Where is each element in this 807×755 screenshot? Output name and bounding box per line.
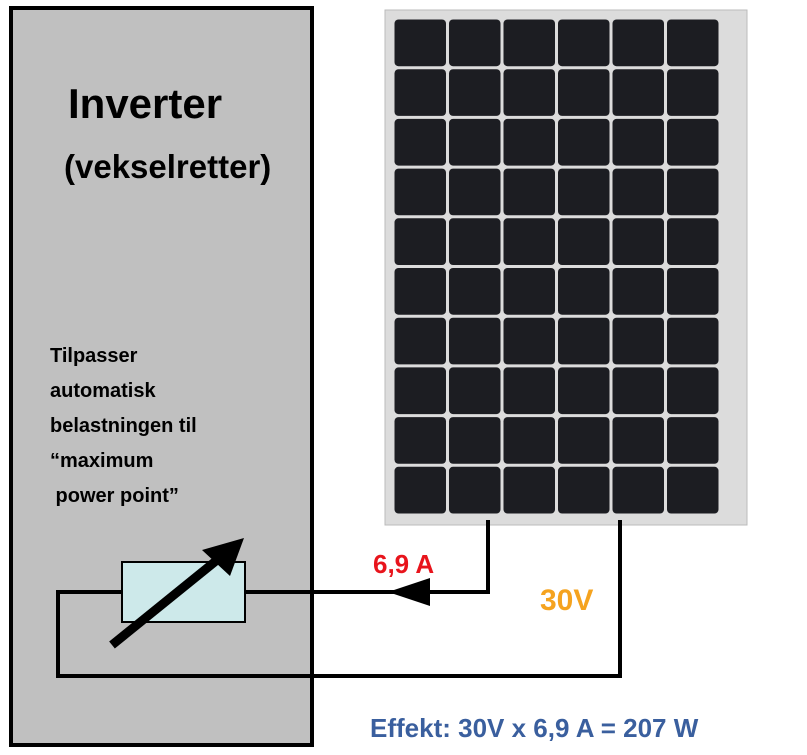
cell (558, 317, 610, 365)
description-line: belastningen til (50, 415, 197, 437)
cell (612, 168, 664, 216)
description-line: “maximum (50, 450, 153, 472)
cell (503, 118, 555, 166)
cell (558, 367, 610, 415)
cell (612, 118, 664, 166)
voltage-label: 30V (540, 584, 593, 617)
cell (558, 268, 610, 315)
wire-return (56, 520, 622, 678)
cell (503, 317, 555, 365)
resistor-arrow-shaft (109, 552, 225, 649)
cell (503, 168, 555, 216)
cell (558, 218, 610, 265)
cell (449, 268, 501, 315)
wire-current (245, 520, 490, 594)
cell (612, 69, 664, 116)
cell (394, 218, 446, 265)
current-arrow (388, 578, 430, 606)
cell (558, 168, 610, 216)
cell (449, 168, 501, 216)
power-formula: Effekt: 30V x 6,9 A = 207 W (370, 713, 699, 743)
cell (394, 466, 446, 514)
cell (503, 367, 555, 415)
current-label: 6,9 A (373, 549, 434, 579)
cell (558, 69, 610, 116)
cell (667, 19, 719, 67)
inverter-description: Tilpasser automatisk belastningen til “maxi… (50, 345, 197, 507)
cell (449, 69, 501, 116)
cell (394, 168, 446, 216)
cell (612, 466, 664, 514)
cell (612, 417, 664, 464)
cell (449, 118, 501, 166)
cell (449, 466, 501, 514)
cell (449, 367, 501, 415)
resistor-arrow-head (202, 538, 244, 576)
cell (612, 367, 664, 415)
cell (394, 417, 446, 464)
cell (558, 417, 610, 464)
cell (449, 218, 501, 265)
cell (612, 19, 664, 67)
cell (667, 417, 719, 464)
cell (667, 118, 719, 166)
cell (503, 69, 555, 116)
cell (503, 466, 555, 514)
cell (449, 417, 501, 464)
cell (503, 417, 555, 464)
description-line: Tilpasser (50, 345, 138, 367)
cell (558, 19, 610, 67)
inverter-title: Inverter (68, 80, 222, 127)
cell (503, 218, 555, 265)
cell (667, 268, 719, 315)
cell (667, 317, 719, 365)
cell (558, 466, 610, 514)
cell (667, 168, 719, 216)
description-line: power point” (50, 485, 179, 507)
cell (667, 69, 719, 116)
cell (667, 367, 719, 415)
cell (394, 317, 446, 365)
wires (56, 520, 622, 678)
cell (612, 218, 664, 265)
cell (503, 19, 555, 67)
cell (394, 118, 446, 166)
cell (667, 466, 719, 514)
cell (558, 118, 610, 166)
cell (394, 268, 446, 315)
description-line: automatisk (50, 380, 156, 402)
cell (394, 69, 446, 116)
solar-panel (384, 9, 748, 526)
cell (394, 367, 446, 415)
inverter-subtitle: (vekselretter) (64, 148, 271, 185)
cell (449, 317, 501, 365)
cell (503, 268, 555, 315)
cell (667, 218, 719, 265)
cell (394, 19, 446, 67)
cell (612, 268, 664, 315)
cell (612, 317, 664, 365)
cell (449, 19, 501, 67)
